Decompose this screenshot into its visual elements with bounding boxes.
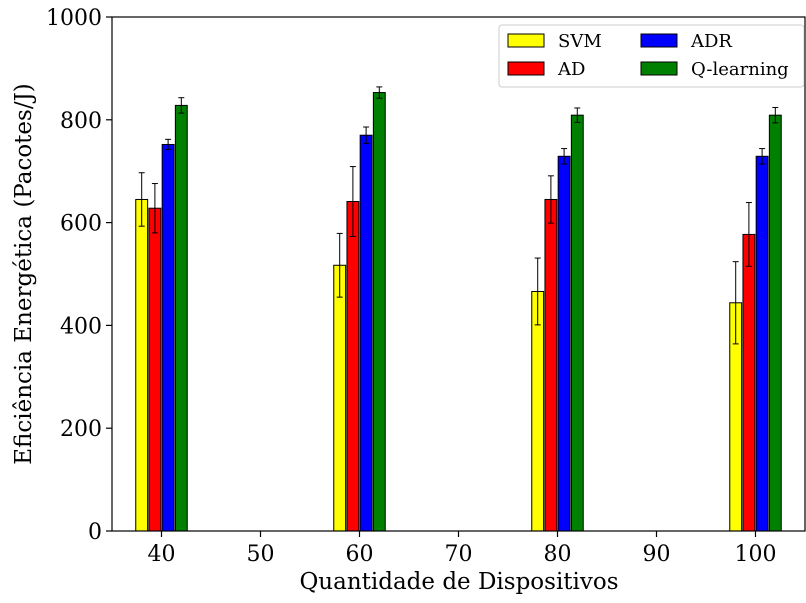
bar-q-learning-100 xyxy=(768,114,782,532)
bar-adr-60 xyxy=(359,134,373,532)
y-tick-label: 800 xyxy=(60,109,102,134)
legend-box xyxy=(498,24,805,88)
legend: SVM AD ADR Q-learning xyxy=(498,24,805,88)
bar-adr-40 xyxy=(161,143,175,532)
error-bar-svm-80 xyxy=(534,257,541,326)
y-tick-label: 200 xyxy=(60,417,102,442)
x-tick-label: 100 xyxy=(735,542,777,567)
legend-label: SVM xyxy=(558,31,602,52)
bar-ad-80 xyxy=(544,198,558,532)
plot-frame xyxy=(111,16,806,532)
error-bar-svm-60 xyxy=(336,232,343,298)
y-axis-title: Eficiência Energética (Pacotes/J) xyxy=(11,83,37,465)
error-bar-ad-60 xyxy=(349,166,356,237)
bar-svm-80 xyxy=(531,290,545,532)
x-tick-label: 40 xyxy=(148,542,176,567)
bar-ad-100 xyxy=(742,233,756,532)
error-bar-q-learning-100 xyxy=(772,106,779,124)
x-axis-title: Quantidade de Dispositivos xyxy=(299,569,618,595)
bar-svm-60 xyxy=(333,264,347,532)
bar-adr-80 xyxy=(557,155,571,532)
bar-ad-60 xyxy=(346,201,360,532)
y-tick-label: 1000 xyxy=(46,6,102,31)
legend-label: AD xyxy=(557,59,585,80)
error-bar-q-learning-60 xyxy=(376,86,383,99)
legend-swatch xyxy=(640,61,678,76)
error-bar-q-learning-40 xyxy=(178,97,185,114)
x-tick-label: 70 xyxy=(445,542,473,567)
legend-item-q-learning: Q-learning xyxy=(640,59,789,80)
error-bar-adr-100 xyxy=(759,148,766,165)
x-tick-label: 80 xyxy=(544,542,572,567)
error-bar-ad-100 xyxy=(745,202,752,267)
bar-svm-40 xyxy=(135,198,149,532)
error-bar-ad-80 xyxy=(547,175,554,224)
error-bar-adr-60 xyxy=(363,126,370,144)
bar-adr-100 xyxy=(755,155,769,532)
x-tick-label: 90 xyxy=(643,542,671,567)
error-bar-svm-40 xyxy=(138,172,145,227)
bar-q-learning-80 xyxy=(570,114,584,532)
y-tick-label: 600 xyxy=(60,212,102,237)
bar-q-learning-60 xyxy=(372,92,386,532)
legend-label: ADR xyxy=(690,31,732,52)
legend-label: Q-learning xyxy=(691,59,789,80)
legend-item-ad: AD xyxy=(507,59,585,80)
bar-q-learning-40 xyxy=(174,104,188,532)
error-bar-svm-100 xyxy=(732,261,739,345)
error-bar-ad-40 xyxy=(151,183,158,234)
error-bar-adr-40 xyxy=(165,138,172,151)
x-tick-label: 60 xyxy=(346,542,374,567)
y-tick-label: 0 xyxy=(88,520,102,545)
bar-ad-40 xyxy=(148,207,162,532)
x-tick-label: 50 xyxy=(247,542,275,567)
legend-swatch xyxy=(507,61,545,76)
bars-layer xyxy=(135,86,782,532)
legend-item-svm: SVM xyxy=(507,31,602,52)
axes-layer xyxy=(111,16,806,532)
y-tick-label: 400 xyxy=(60,314,102,339)
legend-swatch xyxy=(507,33,545,48)
legend-item-adr: ADR xyxy=(640,31,732,52)
legend-swatch xyxy=(640,33,678,48)
error-bar-q-learning-80 xyxy=(574,107,581,123)
error-bar-adr-80 xyxy=(561,148,568,165)
